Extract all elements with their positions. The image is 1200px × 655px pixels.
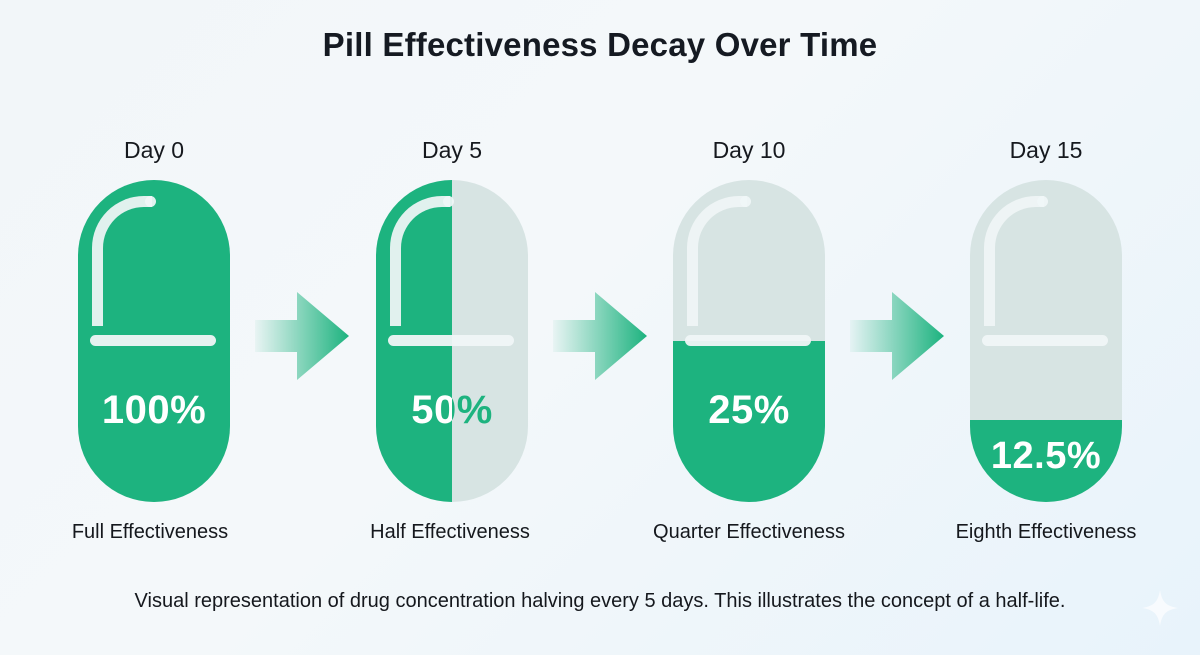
pill-divider — [685, 335, 811, 346]
percent-label: 50% — [376, 388, 528, 433]
pill-icon: 100% — [78, 180, 230, 502]
percent-label: 100% — [101, 388, 207, 432]
percent-label: 25% — [708, 388, 790, 432]
pill-highlight — [687, 196, 751, 326]
stage-description: Eighth Effectiveness — [955, 521, 1137, 543]
arrow-right-icon — [850, 292, 944, 380]
pill-highlight — [984, 196, 1048, 326]
arrow-right-icon — [553, 292, 647, 380]
pill-divider — [388, 335, 514, 346]
day-label: Day 15 — [1009, 137, 1083, 163]
page-title: Pill Effectiveness Decay Over Time — [322, 26, 878, 63]
pill-fill — [970, 420, 1122, 502]
pill-divider — [90, 335, 216, 346]
percent-label: 12.5% — [990, 435, 1102, 477]
caption: Visual representation of drug concentrat… — [134, 590, 1066, 612]
pill-highlight — [92, 196, 156, 326]
arrow-right-icon — [255, 292, 349, 380]
stage-description: Full Effectiveness — [71, 521, 229, 543]
sparkle-icon — [1142, 590, 1178, 626]
stage-description: Quarter Effectiveness — [653, 521, 845, 543]
pill-highlight — [390, 196, 454, 326]
pill-divider — [982, 335, 1108, 346]
day-label: Day 5 — [421, 137, 483, 163]
pill-icon: 50% — [376, 180, 528, 502]
day-label: Day 10 — [712, 137, 786, 163]
pill-icon: 12.5% — [970, 180, 1122, 502]
day-label: Day 0 — [123, 137, 185, 163]
pill-fill — [673, 341, 825, 502]
pill-icon: 25% — [673, 180, 825, 502]
stage-description: Half Effectiveness — [370, 521, 530, 543]
